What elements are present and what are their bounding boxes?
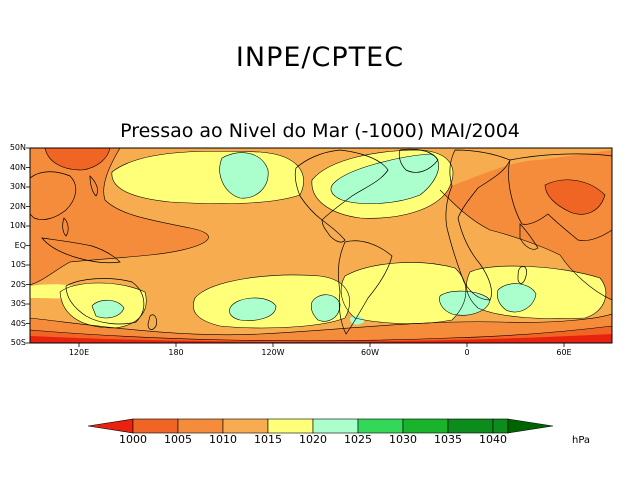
lat-label: 10S [10, 260, 26, 269]
coast-india-arabia [519, 223, 539, 250]
colorbar-label: 1010 [209, 433, 237, 446]
coast-europe-africa [445, 149, 511, 301]
coast-madagascar [517, 266, 527, 284]
field-deepest-low-south [30, 334, 612, 343]
colorbar-swatch-1030-1035 [402, 418, 449, 434]
lat-label: 20N [9, 202, 26, 211]
isobars [30, 148, 612, 342]
lat-label: 10N [9, 221, 26, 230]
map-title: Pressao ao Nivel do Mar (-1000) MAI/2004 [120, 120, 520, 142]
colorbar-label: 1040 [479, 433, 507, 446]
lat-label: 50N [9, 143, 26, 152]
colorbar-label: 1035 [434, 433, 462, 446]
colorbar [87, 418, 554, 434]
field-core-indian [497, 283, 536, 313]
field-core-australia [92, 300, 124, 318]
coast-australia [65, 278, 145, 325]
colorbar-swatch-1025-1030 [357, 418, 404, 434]
colorbar-swatch-1010-1015 [222, 418, 269, 434]
lon-label: 180 [168, 348, 184, 357]
colorbar-label: 1005 [164, 433, 192, 446]
lon-label: 60E [556, 348, 572, 357]
lat-label: EQ [14, 241, 26, 250]
lat-label: 30N [9, 182, 26, 191]
lon-label: 60W [360, 348, 380, 357]
field-high-mid-strip [30, 284, 95, 299]
axis-ticks [26, 147, 565, 347]
lon-label: 120E [68, 348, 90, 357]
colorbar-swatch-1005-1010 [177, 418, 224, 434]
colorbar-lt1000-triangle [87, 418, 134, 434]
colorbar-swatch-1015-1020 [267, 418, 314, 434]
lat-label: 30S [10, 299, 26, 308]
colorbar-unit: hPa [572, 435, 591, 446]
coast-japan [89, 175, 98, 197]
lon-label: 0 [464, 348, 470, 357]
field-core-south-atlantic [439, 291, 490, 316]
colorbar-label: 1000 [119, 433, 147, 446]
field-core-north-pacific [219, 152, 269, 199]
lat-label: 20S [10, 280, 26, 289]
field-deep-low-asia [545, 179, 605, 215]
colorbar-swatch-1000-1005 [132, 418, 179, 434]
org-title: INPE/CPTEC [235, 42, 405, 73]
field-core-south-pacific [229, 297, 276, 321]
colorbar-label: 1020 [299, 433, 327, 446]
field-core-north-atlantic [330, 154, 439, 204]
coast-east-asia [30, 171, 77, 220]
colorbar-swatch-1040-gt [492, 418, 509, 434]
coast-new-zealand [147, 314, 157, 330]
field-low-south-belt [30, 314, 612, 343]
lat-label: 40S [10, 319, 26, 328]
colorbar-label: 1025 [344, 433, 372, 446]
colorbar-swatch-1035-1040 [447, 418, 494, 434]
coast-asia [508, 153, 612, 241]
coast-philippines [62, 217, 69, 237]
field-core-south-america [311, 294, 340, 322]
coast-central-america [321, 219, 346, 243]
lat-label: 40N [9, 163, 26, 172]
lon-label: 120W [261, 348, 285, 357]
colorbar-gt1040-triangle [507, 418, 554, 434]
colorbar-label: 1015 [254, 433, 282, 446]
field-deep-low-aleutian [45, 148, 110, 170]
colorbar-label: 1030 [389, 433, 417, 446]
field-high-south-atlantic [341, 262, 466, 324]
lat-label: 50S [10, 338, 26, 347]
coast-north-america [294, 149, 389, 221]
coast-indonesia [41, 237, 121, 264]
coast-greenland [398, 148, 439, 173]
colorbar-swatch-1020-1025 [312, 418, 359, 434]
